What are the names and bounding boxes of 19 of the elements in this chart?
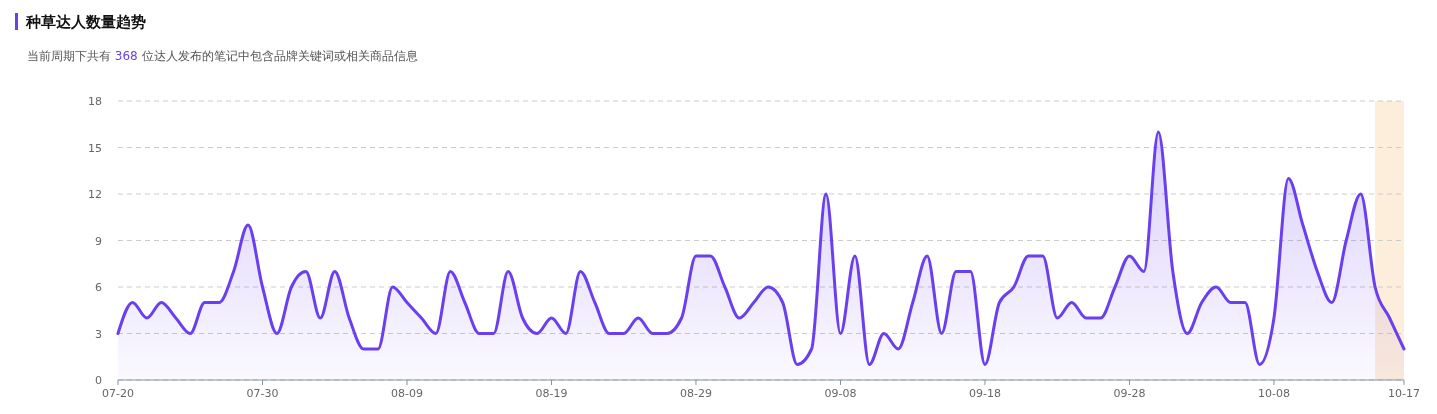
y-tick-label: 9 [95,234,102,248]
x-tick-label: 07-30 [246,387,279,400]
y-tick-label: 0 [95,374,102,387]
y-tick-label: 18 [88,95,102,108]
x-tick-label: 08-19 [535,387,568,400]
x-tick-label: 09-18 [968,387,1001,400]
x-tick-label: 07-20 [102,387,134,400]
x-tick-label: 10-17 [1388,387,1420,400]
y-tick-label: 12 [88,188,102,201]
y-tick-label: 15 [88,141,102,155]
chart-subtitle: 当前周期下共有 368 位达人发布的笔记中包含品牌关键词或相关商品信息 [27,49,418,63]
x-tick-label: 10-08 [1257,387,1290,400]
chart-title: 种草达人数量趋势 [25,13,146,31]
y-tick-label: 3 [95,327,102,341]
x-tick-label: 08-09 [391,387,423,400]
y-tick-label: 6 [95,281,102,294]
x-tick-label: 08-29 [679,387,712,400]
x-tick-label: 09-28 [1113,387,1146,400]
x-tick-label: 09-08 [824,387,857,400]
